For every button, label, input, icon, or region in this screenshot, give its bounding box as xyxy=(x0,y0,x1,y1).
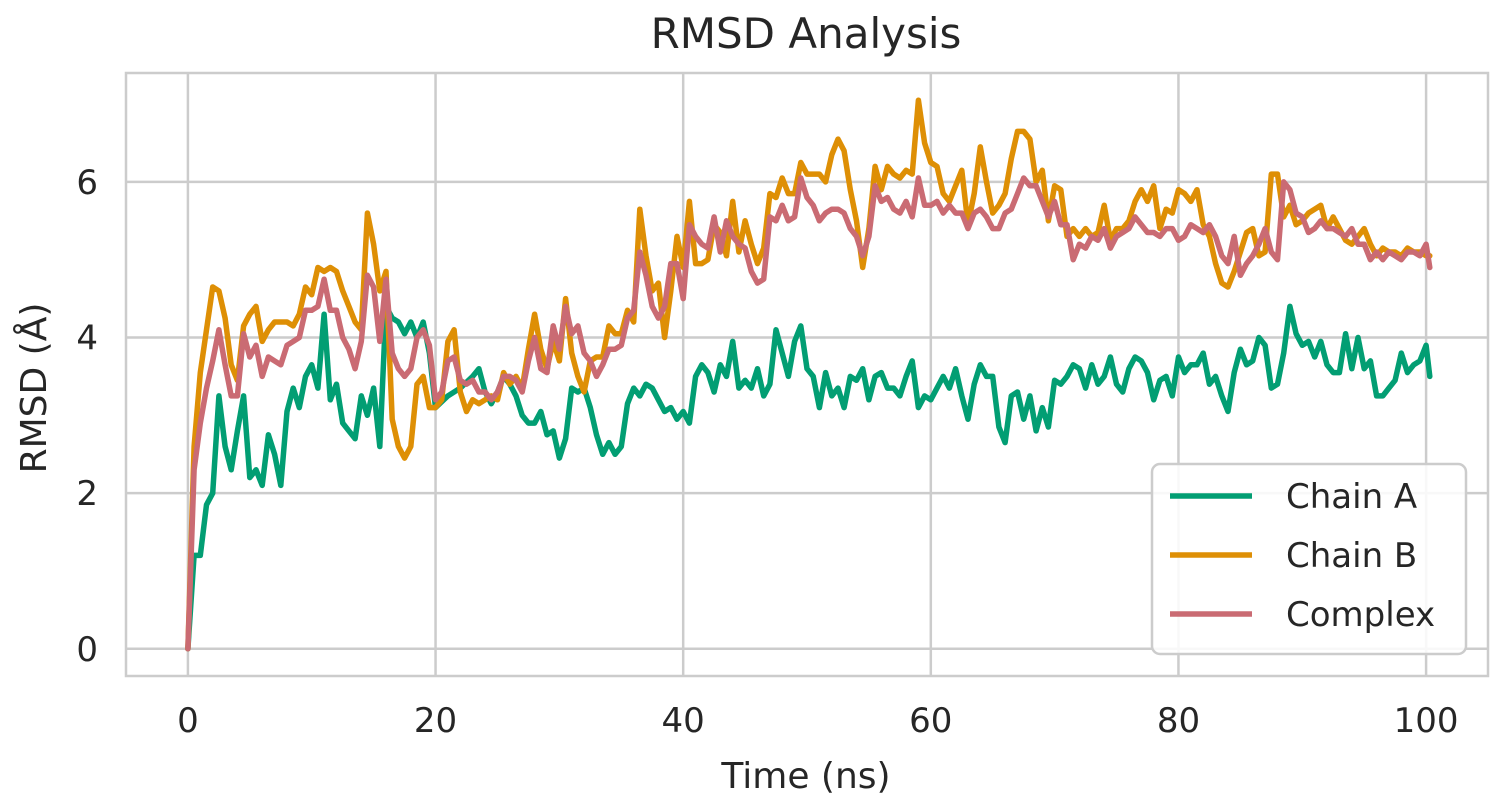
chart-title: RMSD Analysis xyxy=(651,9,962,58)
x-tick-label: 60 xyxy=(909,701,952,741)
x-tick-label: 20 xyxy=(414,701,457,741)
series-line-complex xyxy=(185,175,1433,652)
y-tick-label: 6 xyxy=(76,163,98,203)
series-lines xyxy=(185,97,1433,652)
x-tick-label: 40 xyxy=(662,701,705,741)
y-tick-label: 2 xyxy=(76,474,98,514)
legend-label: Chain A xyxy=(1286,477,1417,517)
y-tick-label: 0 xyxy=(76,630,98,670)
legend-box xyxy=(1150,462,1468,656)
series-line-chain-a xyxy=(185,303,1433,652)
y-tick-labels: 0 2 4 6 xyxy=(76,163,98,670)
y-tick-label: 4 xyxy=(76,319,98,359)
x-tick-label: 80 xyxy=(1157,701,1200,741)
x-axis-label: Time (ns) xyxy=(720,756,890,797)
plot-frame xyxy=(124,71,1490,678)
x-tick-label: 100 xyxy=(1394,701,1459,741)
legend: Chain A Chain B Complex xyxy=(1150,462,1468,656)
legend-label: Complex xyxy=(1286,595,1435,635)
legend-label: Chain B xyxy=(1286,536,1417,576)
series-line-chain-b xyxy=(185,97,1433,652)
x-tick-label: 0 xyxy=(177,701,199,741)
y-axis-label: RMSD (Å) xyxy=(12,303,55,474)
x-tick-labels: 0 20 40 60 80 100 xyxy=(177,701,1458,741)
